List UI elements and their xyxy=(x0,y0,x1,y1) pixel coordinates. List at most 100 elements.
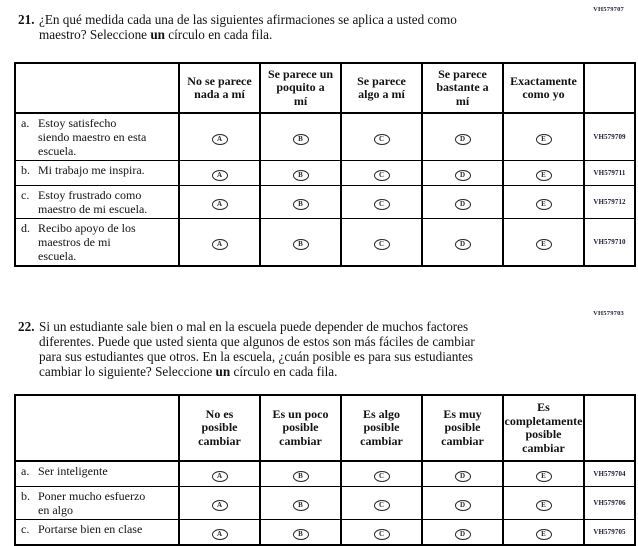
question-prompt: 21. ¿En qué medida cada una de las sigui… xyxy=(18,12,638,42)
option-cell: B xyxy=(259,218,341,266)
row-item: d. Recibo apoyo de los maestros de mi esc… xyxy=(14,218,179,266)
option-cell: E xyxy=(502,185,584,219)
option-cell: C xyxy=(340,486,422,520)
option-circle-e[interactable]: E xyxy=(535,199,552,210)
option-circle-c[interactable]: C xyxy=(373,529,390,540)
option-circle-b[interactable]: B xyxy=(292,239,309,250)
option-circle-b[interactable]: B xyxy=(292,170,309,181)
question-text-part: Si un estudiante sale bien o mal en la e… xyxy=(39,319,475,379)
option-circle-e[interactable]: E xyxy=(535,529,552,540)
option-circle-a[interactable]: A xyxy=(211,500,228,511)
row-item: a. Ser inteligente xyxy=(14,460,179,487)
option-circle-e[interactable]: E xyxy=(535,170,552,181)
questionnaire-page: { "questions": [ { "number": "21.", "cod… xyxy=(14,6,638,546)
option-cell: B xyxy=(259,185,341,219)
option-circle-c[interactable]: C xyxy=(373,170,390,181)
option-circle-c[interactable]: C xyxy=(373,471,390,482)
column-header: No es posible cambiar xyxy=(178,395,260,462)
option-cell: A xyxy=(178,519,260,545)
option-circle-a[interactable]: A xyxy=(211,170,228,181)
row-code: VH579710 xyxy=(583,218,635,266)
option-circle-c[interactable]: C xyxy=(373,134,390,145)
question-text-part: ¿En qué medida cada una de las siguiente… xyxy=(39,12,457,42)
option-circle-b[interactable]: B xyxy=(292,199,309,210)
option-circle-d[interactable]: D xyxy=(454,500,471,511)
option-cell: A xyxy=(178,112,260,161)
option-circle-b[interactable]: B xyxy=(292,134,309,145)
option-cell: C xyxy=(340,519,422,545)
option-circle-a[interactable]: A xyxy=(211,199,228,210)
row-text: Portarse bien en clase xyxy=(38,522,143,536)
option-circle-b[interactable]: B xyxy=(292,529,309,540)
row-item: b. Poner mucho esfuerzo en algo xyxy=(14,486,179,520)
option-cell: B xyxy=(259,460,341,487)
header-row: No se parece nada a mí Se parece un poqui… xyxy=(14,63,635,114)
option-circle-a[interactable]: A xyxy=(211,471,228,482)
row-code: VH579711 xyxy=(583,160,635,186)
row-letter: b. xyxy=(21,163,30,177)
column-header: Se parece un poquito a mí xyxy=(259,63,341,114)
option-circle-d[interactable]: D xyxy=(454,199,471,210)
option-cell: E xyxy=(502,519,584,545)
option-circle-a[interactable]: A xyxy=(211,239,228,250)
option-circle-c[interactable]: C xyxy=(373,500,390,511)
option-cell: A xyxy=(178,160,260,186)
option-circle-e[interactable]: E xyxy=(535,500,552,511)
row-item: b. Mi trabajo me inspira. xyxy=(14,160,179,186)
question-code: VH579703 xyxy=(593,310,624,317)
row-letter: b. xyxy=(21,489,30,503)
option-circle-e[interactable]: E xyxy=(535,471,552,482)
option-circle-d[interactable]: D xyxy=(454,471,471,482)
column-header: Es muy posible cambiar xyxy=(421,395,503,462)
row-letter: a. xyxy=(21,464,30,478)
row-item: c. Estoy frustrado como maestro de mi esc… xyxy=(14,185,179,219)
row-code: VH579704 xyxy=(583,460,635,487)
option-cell: B xyxy=(259,519,341,545)
option-cell: A xyxy=(178,486,260,520)
row-code: VH579706 xyxy=(583,486,635,520)
question-text: ¿En qué medida cada una de las siguiente… xyxy=(39,12,579,42)
option-cell: E xyxy=(502,160,584,186)
option-circle-d[interactable]: D xyxy=(454,134,471,145)
row-item: c. Portarse bien en clase xyxy=(14,519,179,545)
header-row: No es posible cambiar Es un poco posible … xyxy=(14,395,635,462)
table-row: a. Ser inteligente A B C D E VH579704 xyxy=(14,460,635,487)
option-cell: C xyxy=(340,460,422,487)
option-circle-d[interactable]: D xyxy=(454,529,471,540)
option-circle-d[interactable]: D xyxy=(454,239,471,250)
question-number: 21. xyxy=(18,12,35,27)
option-cell: A xyxy=(178,185,260,219)
column-header: Es completamente posible cambiar xyxy=(502,395,584,462)
item-column-header xyxy=(14,395,179,462)
option-cell: E xyxy=(502,460,584,487)
question-text-part: círculo en cada fila. xyxy=(230,364,338,379)
option-cell: C xyxy=(340,218,422,266)
option-circle-c[interactable]: C xyxy=(373,199,390,210)
option-cell: A xyxy=(178,460,260,487)
row-text: Poner mucho esfuerzo en algo xyxy=(38,489,146,517)
item-column-header xyxy=(14,63,179,114)
option-cell: B xyxy=(259,160,341,186)
option-circle-e[interactable]: E xyxy=(535,134,552,145)
table-row: c. Portarse bien en clase A B C D E VH579705 xyxy=(14,519,635,545)
option-cell: A xyxy=(178,218,260,266)
table-row: b. Mi trabajo me inspira. A B C D E VH579711 xyxy=(14,160,635,186)
option-circle-e[interactable]: E xyxy=(535,239,552,250)
option-circle-b[interactable]: B xyxy=(292,500,309,511)
option-cell: D xyxy=(421,185,503,219)
option-cell: D xyxy=(421,519,503,545)
question-text-bold: un xyxy=(150,27,165,42)
row-code: VH579712 xyxy=(583,185,635,219)
column-header: Exactamente como yo xyxy=(502,63,584,114)
option-circle-a[interactable]: A xyxy=(211,529,228,540)
column-header: Se parece bastante a mí xyxy=(421,63,503,114)
option-circle-d[interactable]: D xyxy=(454,170,471,181)
response-matrix-22: No es posible cambiar Es un poco posible … xyxy=(14,394,636,546)
option-cell: E xyxy=(502,486,584,520)
column-header: Es algo posible cambiar xyxy=(340,395,422,462)
table-row: d. Recibo apoyo de los maestros de mi esc… xyxy=(14,218,635,266)
option-circle-b[interactable]: B xyxy=(292,471,309,482)
option-circle-a[interactable]: A xyxy=(211,134,228,145)
option-circle-c[interactable]: C xyxy=(373,239,390,250)
option-cell: B xyxy=(259,112,341,161)
